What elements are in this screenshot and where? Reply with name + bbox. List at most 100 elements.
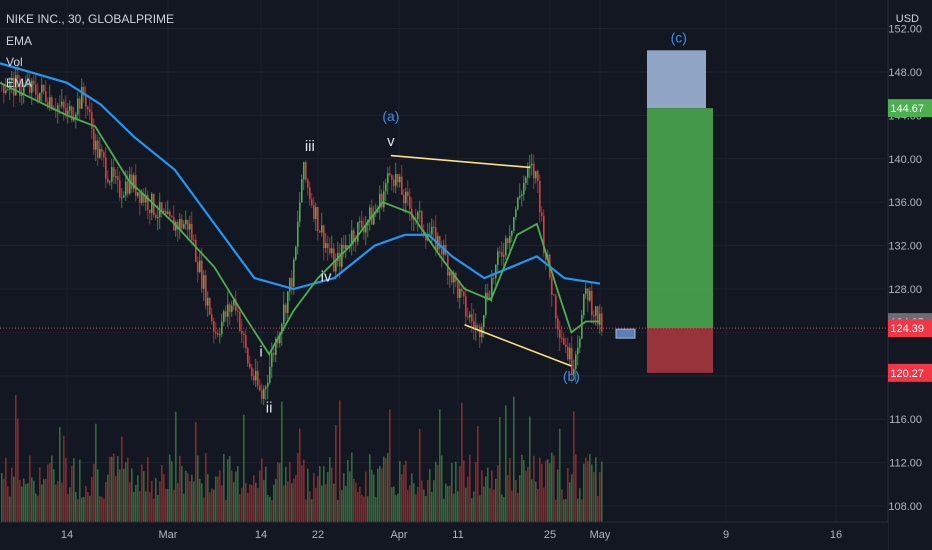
- volume-bar: [353, 478, 355, 522]
- candle: [259, 385, 261, 391]
- volume-bar: [189, 481, 191, 522]
- candle: [571, 347, 573, 375]
- volume-bar: [145, 491, 147, 522]
- legend-ema-2[interactable]: EMA: [6, 76, 33, 90]
- volume-bar: [71, 466, 73, 522]
- volume-bar: [317, 476, 319, 522]
- volume-bar: [393, 486, 395, 522]
- price-tick-label: 116.00: [889, 414, 922, 426]
- volume-bar: [175, 411, 177, 522]
- candle: [83, 87, 85, 96]
- candle: [515, 209, 517, 218]
- candle: [179, 218, 181, 230]
- volume-bar: [343, 473, 345, 522]
- candle: [203, 275, 205, 289]
- candle: [527, 167, 529, 178]
- volume-bar: [59, 427, 61, 522]
- candle: [345, 244, 347, 249]
- candle: [73, 118, 75, 121]
- volume-bar: [451, 462, 453, 522]
- candle: [599, 313, 601, 325]
- candle: [239, 311, 241, 331]
- candle: [311, 199, 313, 206]
- legend-ema-1[interactable]: EMA: [6, 34, 33, 48]
- volume-bar: [359, 486, 361, 522]
- volume-bar: [529, 416, 531, 522]
- volume-bar: [441, 455, 443, 522]
- volume-bar: [121, 436, 123, 522]
- volume-bar: [469, 454, 471, 522]
- volume-bar: [371, 469, 373, 522]
- volume-bar: [563, 499, 565, 522]
- price-badge-label: 120.27: [890, 368, 924, 380]
- volume-bar: [351, 452, 353, 522]
- volume-bar: [311, 499, 313, 522]
- volume-bar: [257, 487, 259, 522]
- volume-bar: [95, 423, 97, 522]
- candle: [535, 171, 537, 179]
- volume-bar: [111, 456, 113, 522]
- volume-bar: [319, 466, 321, 522]
- candle: [269, 366, 271, 383]
- candle: [87, 106, 89, 110]
- volume-bar: [301, 465, 303, 522]
- candle: [389, 173, 391, 176]
- volume-bar: [449, 485, 451, 522]
- volume-bar: [79, 459, 81, 522]
- volume-bar: [21, 486, 23, 522]
- volume-bar: [217, 476, 219, 522]
- volume-bar: [545, 460, 547, 522]
- volume-bar: [375, 496, 377, 522]
- currency-label: USD: [896, 13, 919, 25]
- legend-vol[interactable]: Vol: [6, 55, 23, 69]
- candle: [137, 192, 139, 196]
- candle: [575, 354, 577, 369]
- volume-bar: [275, 478, 277, 522]
- candle: [91, 112, 93, 129]
- candle: [3, 83, 5, 93]
- volume-bar: [303, 459, 305, 522]
- volume-bar: [1, 473, 3, 522]
- volume-bar: [533, 455, 535, 522]
- volume-bar: [459, 466, 461, 522]
- volume-bar: [409, 485, 411, 522]
- candle: [13, 78, 15, 96]
- candle: [167, 211, 169, 215]
- volume-bar: [125, 462, 127, 522]
- symbol-title[interactable]: NIKE INC., 30, GLOBALPRIME: [6, 12, 175, 26]
- candle: [351, 230, 353, 246]
- candle: [25, 85, 27, 87]
- volume-bar: [499, 417, 501, 522]
- trendlines[interactable]: [390, 154, 572, 367]
- candle: [491, 277, 493, 298]
- volume-bar: [199, 478, 201, 522]
- candle: [213, 321, 215, 332]
- candle: [107, 178, 109, 183]
- candle: [543, 215, 545, 254]
- volume-bar: [205, 453, 207, 522]
- volume-bar: [461, 402, 463, 522]
- position-tool[interactable]: [615, 50, 713, 373]
- volume-bar: [495, 478, 497, 522]
- volume-bar: [19, 479, 21, 522]
- candle: [307, 179, 309, 188]
- volume-bar: [559, 428, 561, 522]
- time-axis[interactable]: 14 Mar 14 22 Apr 11 25 May 9 16: [0, 521, 888, 550]
- volume-bar: [597, 495, 599, 522]
- volume-bar: [595, 457, 597, 522]
- trendline: [390, 154, 531, 169]
- volume-bar: [581, 499, 583, 522]
- volume-bar: [181, 466, 183, 522]
- volume-bar: [509, 458, 511, 522]
- candle: [99, 148, 101, 158]
- price-axis[interactable]: USD152.00148.00144.00140.00136.00132.001…: [887, 0, 932, 550]
- volume-bar: [445, 483, 447, 522]
- volume-bar: [435, 461, 437, 522]
- volume-bar: [7, 486, 9, 522]
- price-tick-label: 152.00: [888, 24, 922, 36]
- candle: [465, 296, 467, 317]
- candle: [475, 325, 477, 329]
- candle: [309, 187, 311, 200]
